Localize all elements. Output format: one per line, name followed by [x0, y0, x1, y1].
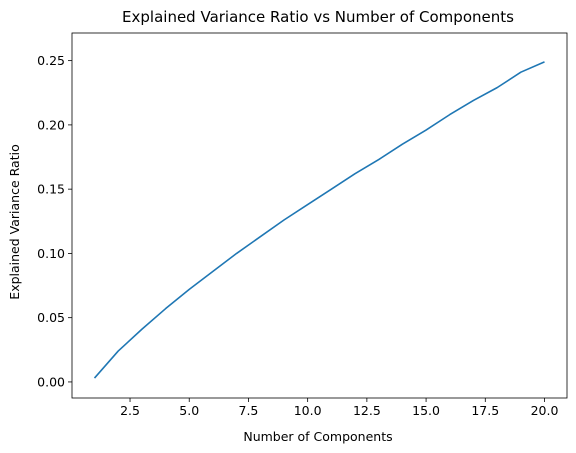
x-tick-label: 15.0 — [412, 403, 440, 418]
x-tick-label: 2.5 — [120, 403, 140, 418]
x-tick-label: 17.5 — [471, 403, 499, 418]
y-tick-label: 0.00 — [37, 374, 65, 389]
series-line — [93, 61, 545, 379]
y-tick-label: 0.20 — [37, 117, 65, 132]
y-axis-label: Explained Variance Ratio — [7, 144, 22, 299]
x-tick-label: 7.5 — [239, 403, 259, 418]
chart-title: Explained Variance Ratio vs Number of Co… — [122, 8, 514, 26]
x-tick-label: 5.0 — [179, 403, 199, 418]
x-tick-label: 20.0 — [531, 403, 559, 418]
y-tick-label: 0.25 — [37, 53, 65, 68]
y-tick-label: 0.15 — [37, 182, 65, 197]
x-tick-label: 10.0 — [294, 403, 322, 418]
y-tick-label: 0.05 — [37, 310, 65, 325]
x-axis-ticks: 2.5 5.0 7.5 10.0 12.5 15.0 17.5 20.0 — [120, 398, 558, 418]
x-axis-label: Number of Components — [243, 429, 392, 444]
axes-frame — [71, 32, 568, 399]
x-tick-label: 12.5 — [353, 403, 381, 418]
series-layer — [93, 61, 545, 379]
y-axis-ticks: 0.00 0.05 0.10 0.15 0.20 0.25 — [37, 53, 72, 389]
y-tick-label: 0.10 — [37, 246, 65, 261]
